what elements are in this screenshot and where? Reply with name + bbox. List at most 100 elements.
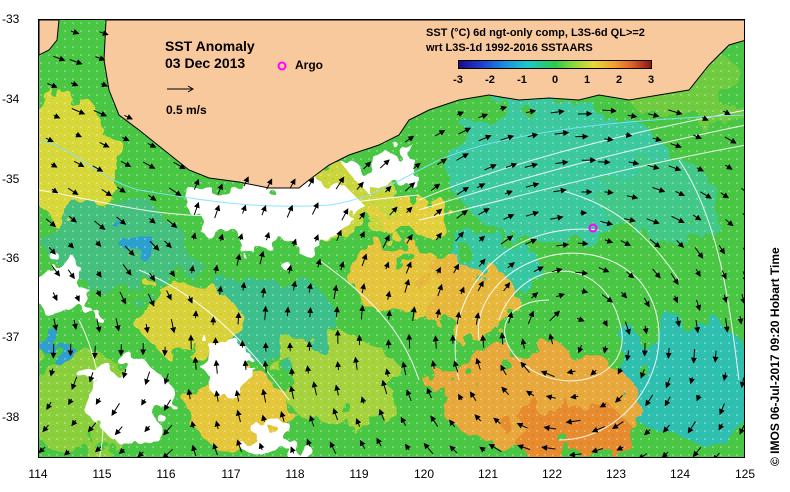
velocity-arrow: [94, 446, 102, 453]
velocity-arrow: [627, 112, 638, 119]
velocity-arrow: [52, 318, 59, 331]
velocity-arrow: [193, 178, 200, 190]
velocity-arrow: [712, 350, 719, 363]
velocity-arrow: [163, 399, 172, 411]
velocity-arrow: [488, 443, 502, 453]
velocity-arrow: [71, 108, 86, 115]
velocity-arrow: [430, 360, 437, 369]
velocity-arrow: [652, 187, 666, 193]
velocity-arrow: [284, 306, 291, 317]
velocity-arrow: [665, 347, 672, 359]
velocity-arrow: [74, 295, 80, 302]
velocity-arrow: [649, 238, 661, 248]
velocity-arrow: [258, 442, 265, 451]
velocity-arrow: [262, 305, 269, 321]
velocity-arrow: [725, 219, 734, 227]
velocity-arrow: [95, 318, 102, 333]
velocity-arrow: [68, 215, 77, 223]
velocity-arrow: [405, 261, 412, 274]
velocity-arrow: [721, 270, 727, 280]
velocity-arrow: [49, 368, 56, 377]
velocity-arrow: [435, 308, 442, 318]
velocity-arrow: [742, 271, 744, 283]
velocity-arrow: [503, 282, 511, 292]
velocity-arrow: [141, 398, 147, 406]
velocity-arrow: [51, 187, 59, 194]
velocity-arrow: [598, 267, 610, 273]
velocity-arrow: [242, 360, 249, 370]
velocity-arrow: [163, 373, 170, 385]
velocity-arrow: [455, 231, 464, 242]
velocity-arrow: [47, 82, 58, 89]
y-tick: -35: [2, 172, 20, 186]
colorbar-tick: -1: [517, 74, 527, 86]
velocity-arrow: [87, 422, 97, 433]
velocity-arrow: [383, 261, 390, 270]
velocity-arrow: [353, 356, 360, 370]
velocity-arrow: [149, 272, 156, 282]
x-tick: 122: [541, 467, 563, 481]
velocity-arrow: [504, 190, 513, 196]
velocity-arrow: [484, 164, 497, 171]
velocity-arrow: [193, 201, 200, 216]
velocity-arrow: [722, 294, 728, 304]
velocity-arrow: [143, 161, 156, 169]
x-tick: 119: [349, 467, 369, 481]
velocity-arrow: [437, 283, 443, 297]
velocity-arrow: [406, 233, 413, 244]
velocity-arrow: [67, 242, 74, 249]
velocity-arrow: [624, 216, 636, 223]
velocity-arrow: [695, 268, 701, 278]
velocity-arrow: [359, 305, 366, 320]
velocity-arrow: [166, 290, 172, 301]
velocity-arrow: [144, 371, 151, 386]
velocity-arrow: [162, 346, 168, 357]
velocity-arrow: [591, 447, 604, 454]
velocity-arrow: [722, 372, 729, 381]
velocity-arrow: [625, 131, 633, 138]
velocity-arrow: [740, 294, 744, 305]
velocity-arrow: [696, 165, 704, 172]
velocity-arrow: [237, 233, 244, 241]
velocity-arrow: [474, 414, 482, 422]
velocity-arrow: [550, 214, 564, 221]
velocity-arrow: [143, 323, 150, 334]
velocity-arrow: [520, 338, 527, 349]
velocity-arrow: [456, 111, 465, 117]
velocity-arrow: [50, 161, 58, 168]
argo-float-marker: [588, 223, 598, 233]
velocity-arrow: [286, 264, 293, 274]
velocity-arrow: [88, 372, 95, 383]
velocity-arrow: [144, 425, 151, 433]
velocity-arrow: [214, 390, 221, 402]
x-tick: 120: [413, 467, 435, 481]
velocity-arrow: [737, 316, 744, 325]
velocity-arrow: [190, 420, 197, 429]
velocity-arrow: [384, 185, 392, 193]
velocity-arrow: [637, 453, 648, 457]
velocity-arrow: [550, 108, 565, 115]
velocity-arrow: [291, 238, 297, 247]
velocity-arrow: [616, 445, 624, 451]
velocity-arrow: [360, 283, 366, 294]
velocity-arrow: [262, 360, 269, 373]
velocity-arrow: [668, 109, 683, 116]
colorbar-tick: 1: [583, 74, 591, 86]
velocity-arrow: [676, 239, 684, 249]
velocity-arrow: [389, 206, 398, 216]
velocity-arrow: [120, 160, 132, 167]
velocity-arrow: [166, 219, 178, 229]
velocity-arrow: [332, 284, 339, 299]
velocity-arrow: [235, 312, 242, 325]
velocity-arrow: [333, 306, 340, 317]
velocity-arrow: [240, 204, 247, 214]
velocity-arrow: [260, 287, 267, 298]
velocity-arrow: [164, 240, 172, 249]
velocity-arrows: [39, 29, 744, 457]
velocity-arrow: [591, 426, 605, 433]
velocity-arrow: [217, 285, 224, 295]
velocity-arrow: [400, 416, 407, 426]
velocity-arrow: [92, 165, 104, 172]
velocity-arrow: [525, 210, 540, 217]
velocity-arrow: [187, 295, 193, 304]
